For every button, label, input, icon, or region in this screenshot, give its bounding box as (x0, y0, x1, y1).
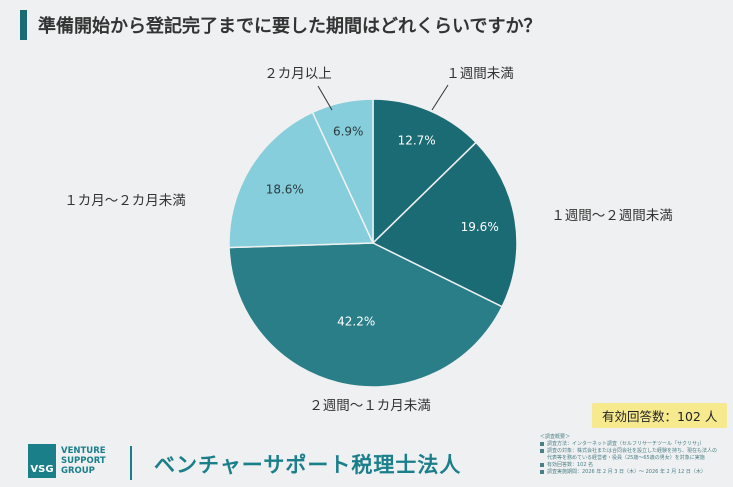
slice-category-label: １週間〜２週間未満 (551, 208, 673, 224)
slice-category-label: １週間未満 (446, 66, 514, 82)
title-accent-bar (20, 10, 27, 40)
answer-count-badge: 有効回答数：102 人 (592, 403, 728, 428)
page-title: 準備開始から登記完了までに要した期間はどれくらいですか？ (38, 16, 542, 37)
survey-item-text: 調査の対象：株式会社または合同会社を設立した経験を持ち、現在も法人の代表等を務め… (547, 448, 718, 461)
logo-mark: VSG (28, 444, 56, 478)
survey-item: 調査方法：インターネット調査（セルフリサーチツール「サクリサ」） (540, 441, 720, 448)
survey-summary: ＜調査概要＞ 調査方法：インターネット調査（セルフリサーチツール「サクリサ」） … (540, 434, 720, 476)
slice-category-label: ２週間〜１カ月未満 (309, 398, 431, 414)
slice-value-label: 12.7% (398, 134, 436, 148)
survey-item: 有効回答数：102 名 (540, 462, 720, 469)
logo-line-3: GROUP (61, 466, 95, 476)
pie-slice (228, 111, 375, 249)
leader-line (317, 85, 333, 111)
survey-heading: ＜調査概要＞ (540, 434, 571, 440)
pie-slice (371, 141, 518, 308)
pie-slice (228, 242, 504, 388)
slice-value-label: 42.2% (337, 314, 375, 328)
pie-slice (311, 98, 374, 244)
logo-line-2: SUPPORT (61, 456, 106, 466)
pie-slice (372, 98, 478, 245)
company-name: ベンチャーサポート税理士法人 (154, 453, 462, 477)
slice-value-label: 19.6% (461, 220, 499, 234)
logo-wordmark: VENTURE SUPPORT GROUP (61, 446, 106, 476)
survey-item: 調査の対象：株式会社または合同会社を設立した経験を持ち、現在も法人の代表等を務め… (540, 448, 720, 462)
footer-divider (130, 446, 132, 480)
survey-item-text: 調査実施期間：2026 年 2 月 3 日（木）〜 2026 年 2 月 12 … (547, 469, 706, 475)
vsg-logo: VSG VENTURE SUPPORT GROUP (28, 444, 106, 478)
survey-item-text: 有効回答数：102 名 (547, 462, 594, 468)
slice-value-label: 18.6% (266, 183, 304, 197)
survey-item-text: 調査方法：インターネット調査（セルフリサーチツール「サクリサ」） (547, 441, 705, 447)
slice-value-label: 6.9% (333, 124, 364, 138)
slice-category-label: ２カ月以上 (264, 66, 332, 82)
logo-line-1: VENTURE (61, 446, 106, 456)
survey-item: 調査実施期間：2026 年 2 月 3 日（木）〜 2026 年 2 月 12 … (540, 469, 720, 476)
leader-line (431, 84, 449, 111)
slice-category-label: １カ月〜２カ月未満 (64, 193, 186, 209)
